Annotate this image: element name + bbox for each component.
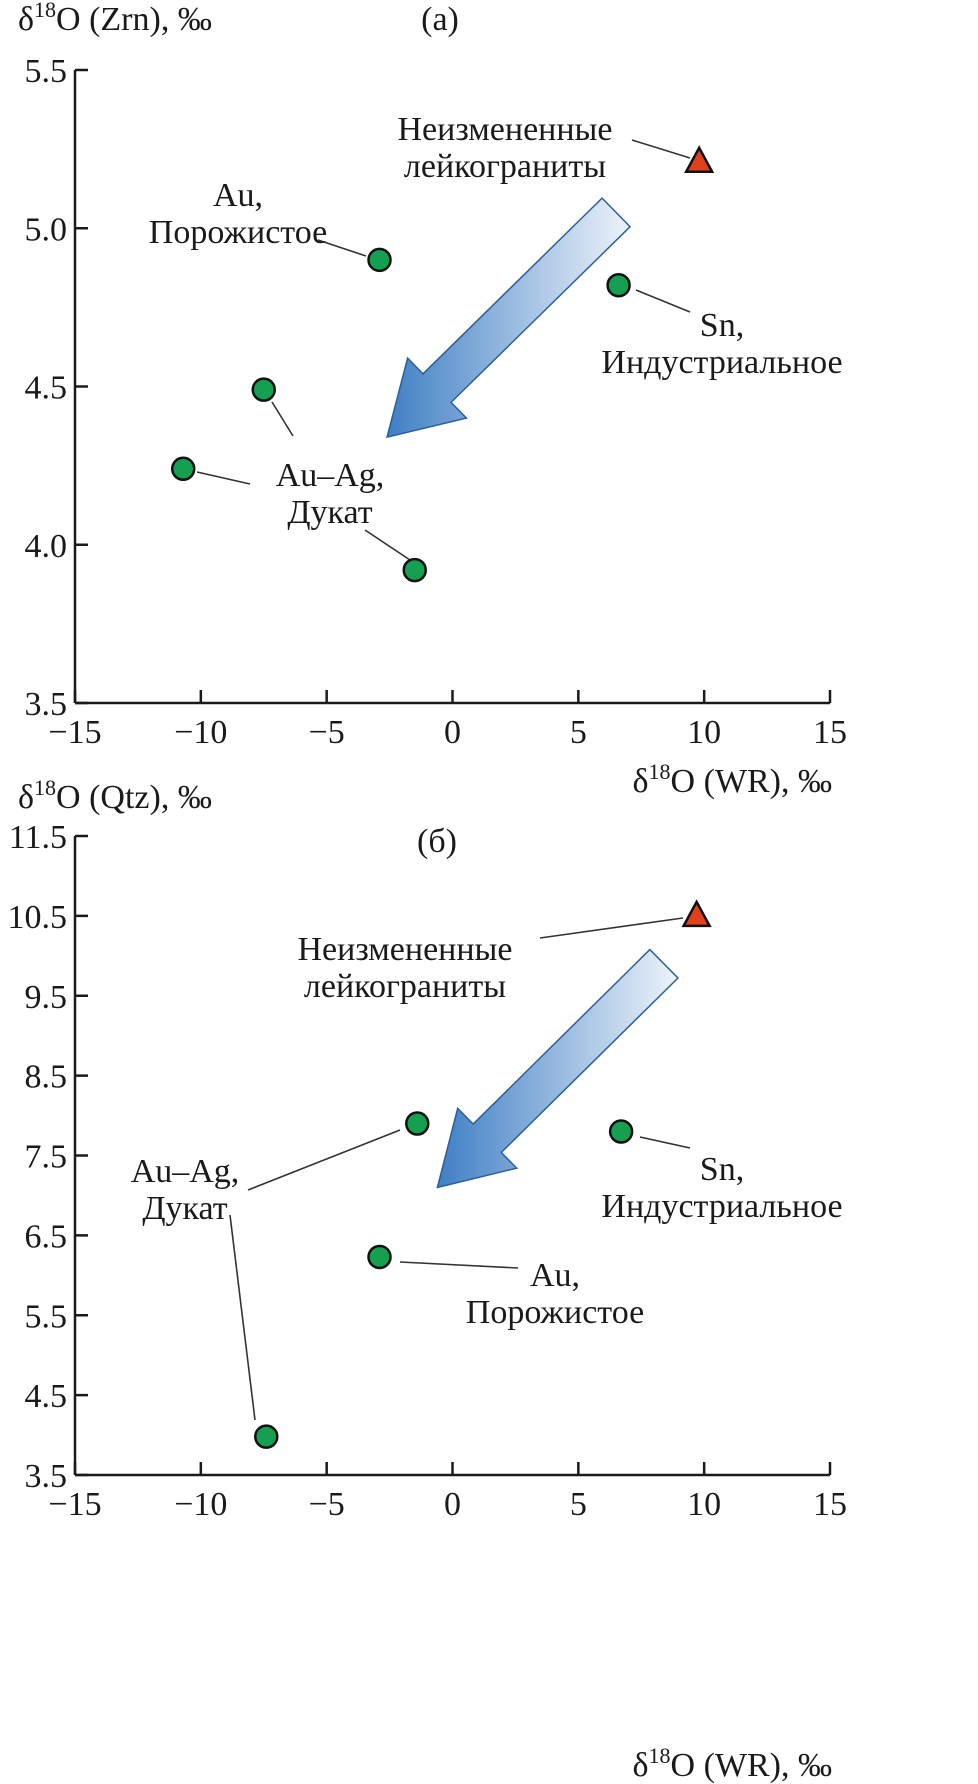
leader-line — [247, 1129, 401, 1191]
delta-symbol: δ — [633, 763, 649, 800]
panel-a: −15 −10 −5 0 5 10 15 3.5 4.0 4.5 5.0 5.5 (a) Неизмене… — [25, 1, 848, 751]
superscript-18: 18 — [34, 0, 56, 22]
annotation-label: Au–Ag, — [131, 1153, 240, 1190]
x-axis-title: δ18O (WR), ‰ — [633, 1743, 833, 1784]
label-rest: O (WR), ‰ — [671, 1747, 832, 1784]
x-tick-label: −15 — [48, 714, 101, 751]
leader-line — [196, 471, 251, 485]
y-tick-label: 4.5 — [25, 370, 68, 407]
leader-line — [229, 1214, 256, 1421]
leader-line — [364, 529, 414, 563]
data-point-circle — [402, 557, 427, 583]
x-tick-label: −10 — [174, 714, 227, 751]
annotation-label: Порожистое — [466, 1294, 644, 1331]
data-point-circle — [405, 1111, 430, 1136]
delta-symbol: δ — [18, 1, 34, 38]
x-tick-label: −5 — [309, 714, 345, 751]
x-tick-label: 0 — [444, 714, 461, 751]
delta-symbol: δ — [633, 1747, 649, 1784]
x-tick-label: 15 — [813, 714, 847, 751]
leader-line — [317, 239, 367, 257]
panel-b: −15 −10 −5 0 5 10 15 3.5 4.5 5.5 6.5 7.5 8.5 9.5 10.5 1… — [8, 819, 848, 1523]
label-rest: O (WR), ‰ — [671, 763, 832, 800]
data-point-triangle — [684, 145, 715, 174]
leader-line — [539, 917, 684, 939]
y-tick-label: 8.5 — [25, 1059, 68, 1096]
y-tick-label: 4.0 — [25, 528, 68, 565]
label-rest: O (Qtz), ‰ — [56, 779, 212, 816]
leader-line — [635, 289, 691, 313]
y-tick-label: 11.5 — [9, 819, 67, 856]
annotation-label: Sn, — [700, 307, 744, 344]
delta-symbol: δ — [18, 779, 34, 816]
y-tick-label: 9.5 — [25, 979, 68, 1016]
annotation-label: Порожистое — [149, 214, 327, 251]
annotation-label: лейкограниты — [404, 148, 606, 185]
annotation-label: Неизмененные — [397, 111, 612, 148]
data-point-circle — [251, 377, 276, 402]
x-tick-label: 15 — [813, 1486, 847, 1523]
label-rest: O (Zrn), ‰ — [56, 1, 212, 38]
trend-arrow — [386, 197, 632, 439]
panel-label: (a) — [421, 1, 459, 38]
y-tick-label: 5.5 — [25, 53, 68, 90]
data-point-circle — [254, 1424, 279, 1449]
annotation-label: Au, — [530, 1257, 580, 1294]
y-axis-title: δ18O (Zrn), ‰ — [18, 0, 212, 38]
annotation-label: Au, — [213, 177, 263, 214]
superscript-18: 18 — [649, 1743, 671, 1768]
annotation-label: Дукат — [287, 494, 372, 531]
leader-line — [639, 1136, 691, 1149]
annotation-label: Au–Ag, — [276, 457, 385, 494]
superscript-18: 18 — [34, 775, 56, 800]
leader-line — [631, 139, 691, 159]
y-tick-label: 6.5 — [25, 1218, 68, 1255]
x-tick-label: −10 — [174, 1486, 227, 1523]
annotation-label: Индустриальное — [601, 1188, 842, 1225]
y-tick-label: 10.5 — [8, 899, 68, 936]
data-point-circle — [606, 272, 631, 298]
annotation-label: Sn, — [700, 1151, 744, 1188]
x-tick-label: −15 — [48, 1486, 101, 1523]
data-point-triangle — [681, 899, 712, 928]
y-tick-label: 5.5 — [25, 1298, 68, 1335]
x-tick-label: −5 — [309, 1486, 345, 1523]
data-point-circle — [608, 1119, 634, 1144]
panel-label: (б) — [417, 823, 457, 860]
superscript-18: 18 — [649, 759, 671, 784]
y-tick-label: 5.0 — [25, 211, 68, 248]
annotation-label: лейкограниты — [304, 968, 506, 1005]
trend-arrow — [436, 948, 680, 1189]
x-tick-label: 5 — [570, 1486, 587, 1523]
x-tick-label: 10 — [687, 1486, 721, 1523]
y-tick-label: 4.5 — [25, 1378, 68, 1415]
data-point-circle — [170, 456, 196, 482]
data-point-circle — [367, 1244, 392, 1270]
annotation-label: Дукат — [142, 1190, 227, 1227]
y-axis-title: δ18O (Qtz), ‰ — [18, 775, 212, 816]
leader-line — [399, 1261, 519, 1269]
leader-line — [271, 401, 294, 437]
y-tick-label: 3.5 — [25, 686, 68, 723]
y-tick-label: 7.5 — [25, 1139, 68, 1176]
x-tick-label: 0 — [444, 1486, 461, 1523]
x-tick-label: 10 — [687, 714, 721, 751]
annotation-label: Индустриальное — [601, 344, 842, 381]
y-tick-label: 3.5 — [25, 1458, 68, 1495]
x-axis-title: δ18O (WR), ‰ — [633, 759, 833, 800]
annotation-label: Неизмененные — [297, 931, 512, 968]
data-point-circle — [367, 247, 392, 273]
x-tick-label: 5 — [570, 714, 587, 751]
